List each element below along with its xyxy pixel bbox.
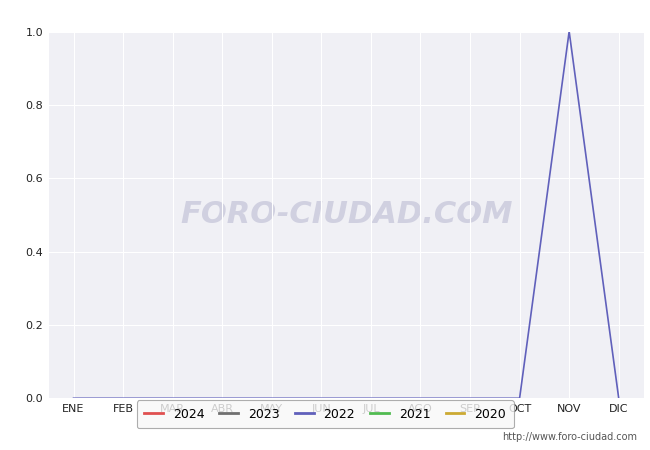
2022 bbox=[615, 396, 623, 401]
2022 bbox=[417, 396, 424, 401]
Legend: 2024, 2023, 2022, 2021, 2020: 2024, 2023, 2022, 2021, 2020 bbox=[136, 400, 514, 428]
2022 bbox=[169, 396, 177, 401]
2022 bbox=[70, 396, 77, 401]
2022 bbox=[119, 396, 127, 401]
2022 bbox=[515, 396, 523, 401]
2022 bbox=[218, 396, 226, 401]
Text: Matriculaciones de Vehiculos en Bubierca: Matriculaciones de Vehiculos en Bubierca bbox=[153, 5, 497, 23]
2022 bbox=[367, 396, 375, 401]
2022 bbox=[566, 29, 573, 34]
Line: 2022: 2022 bbox=[73, 32, 619, 398]
Text: FORO-CIUDAD.COM: FORO-CIUDAD.COM bbox=[180, 200, 512, 230]
Text: http://www.foro-ciudad.com: http://www.foro-ciudad.com bbox=[502, 432, 637, 442]
2022 bbox=[317, 396, 325, 401]
2022 bbox=[268, 396, 276, 401]
2022 bbox=[466, 396, 474, 401]
